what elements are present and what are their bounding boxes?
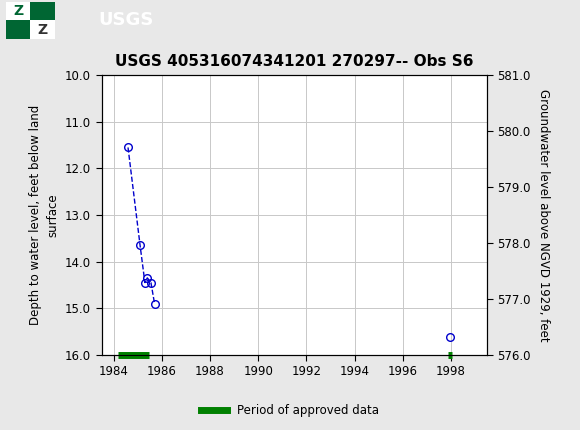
- Text: Z: Z: [13, 4, 23, 18]
- Bar: [31, 20, 55, 39]
- Text: USGS: USGS: [99, 12, 154, 29]
- Y-axis label: Depth to water level, feet below land
surface: Depth to water level, feet below land su…: [30, 105, 59, 325]
- Bar: [6, 20, 31, 39]
- Bar: [6, 2, 31, 20]
- Y-axis label: Groundwater level above NGVD 1929, feet: Groundwater level above NGVD 1929, feet: [536, 89, 550, 341]
- Legend: Period of approved data: Period of approved data: [197, 399, 383, 422]
- Title: USGS 405316074341201 270297-- Obs S6: USGS 405316074341201 270297-- Obs S6: [115, 53, 474, 68]
- Bar: [31, 2, 55, 20]
- Text: Z: Z: [38, 22, 48, 37]
